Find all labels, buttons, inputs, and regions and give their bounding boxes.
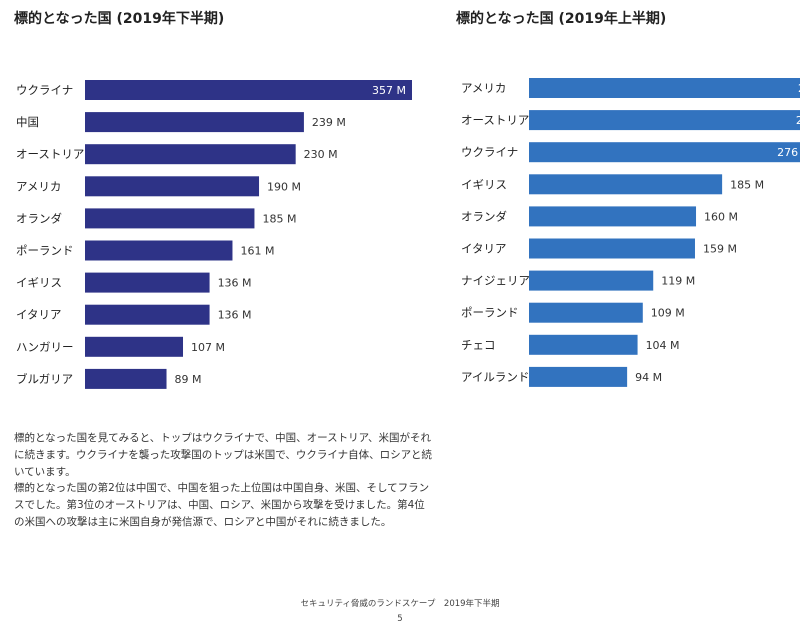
value-label: 276 M: [777, 146, 800, 159]
left-chart-title: 標的となった国 (2019年下半期): [14, 11, 225, 27]
category-label: イタリア: [16, 308, 62, 322]
right-bar-chart: アメリカ 296 M オーストリア 294 M ウクライナ 276 M イギリス 185 M オ…: [461, 78, 800, 387]
footer-text: セキュリティ脅威のランドスケープ 2019年下半期: [300, 599, 500, 609]
bar-chart1-0: [85, 80, 412, 100]
value-label: 94 M: [635, 371, 662, 384]
value-label: 89 M: [175, 373, 202, 386]
value-label: 294 M: [796, 114, 800, 127]
body-paragraph-2: 標的となった国の第2位は中国で、中国を狙った上位国は中国自身、米国、そしてフラン…: [14, 482, 430, 528]
category-label: オランダ: [461, 209, 507, 223]
category-label: アメリカ: [16, 179, 61, 193]
value-label: 185 M: [262, 212, 296, 225]
category-label: アメリカ: [461, 81, 506, 95]
value-label: 185 M: [730, 178, 764, 191]
bar-chart2-2: [529, 142, 800, 163]
bar-chart2-4: [529, 206, 697, 227]
bar-chart1-7: [85, 304, 210, 325]
category-label: イギリス: [461, 177, 507, 191]
value-label: 136 M: [218, 309, 252, 322]
bar-chart2-6: [529, 270, 654, 291]
category-label: チェコ: [461, 338, 496, 352]
bar-chart2-8: [529, 334, 638, 355]
value-label: 136 M: [218, 277, 252, 290]
value-label: 109 M: [651, 307, 685, 320]
category-label: 中国: [16, 115, 39, 129]
value-label: 161 M: [240, 245, 274, 258]
value-label: 119 M: [661, 275, 695, 288]
bar-chart2-9: [529, 366, 628, 387]
category-label: ハンガリー: [16, 340, 74, 354]
left-bar-chart: ウクライナ 357 M 中国 239 M オーストリア 230 M アメリカ 190 M オラン…: [16, 80, 412, 389]
category-label: ナイジェリア: [461, 274, 530, 288]
value-label: 230 M: [304, 148, 338, 161]
category-label: ウクライナ: [16, 83, 73, 97]
category-label: ウクライナ: [461, 145, 518, 159]
value-label: 159 M: [703, 243, 737, 256]
bar-chart2-5: [529, 238, 695, 259]
category-label: イタリア: [461, 242, 507, 256]
value-label: 107 M: [191, 341, 225, 354]
bar-chart1-8: [85, 336, 184, 357]
bar-chart1-3: [85, 176, 260, 197]
value-label: 296 M: [798, 82, 800, 95]
category-label: イギリス: [16, 276, 62, 290]
category-label: ブルガリア: [16, 372, 73, 386]
value-label: 160 M: [704, 210, 738, 223]
bar-chart1-9: [85, 368, 167, 389]
category-label: ポーランド: [16, 244, 74, 258]
value-label: 239 M: [312, 116, 346, 129]
category-label: アイルランド: [461, 370, 529, 384]
page-number: 5: [397, 614, 403, 624]
body-paragraph-1: 標的となった国を見てみると、トップはウクライナで、中国、オーストリア、米国がそれ…: [14, 432, 432, 478]
category-label: オランダ: [16, 211, 62, 225]
category-label: ポーランド: [461, 306, 519, 320]
bar-chart2-7: [529, 302, 643, 323]
value-label: 357 M: [372, 84, 406, 97]
value-label: 190 M: [267, 180, 301, 193]
bar-chart1-5: [85, 240, 233, 261]
category-label: オーストリア: [461, 113, 529, 127]
bar-chart2-1: [529, 110, 800, 131]
value-label: 104 M: [646, 339, 680, 352]
bar-chart1-4: [85, 208, 255, 229]
bar-chart1-6: [85, 272, 210, 293]
bar-chart2-3: [529, 174, 723, 195]
bar-chart2-0: [529, 78, 800, 98]
bar-chart1-1: [85, 112, 304, 133]
bar-chart1-2: [85, 144, 296, 165]
right-chart-title: 標的となった国 (2019年上半期): [456, 11, 667, 27]
category-label: オーストリア: [16, 147, 84, 161]
